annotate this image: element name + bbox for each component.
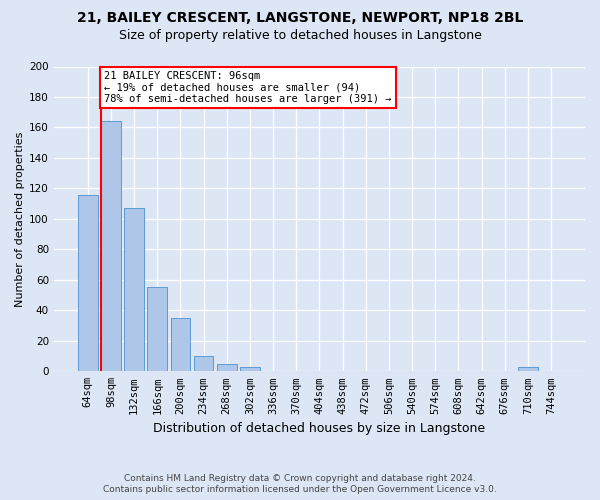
Bar <box>194 356 214 372</box>
Bar <box>518 366 538 372</box>
Bar <box>101 122 121 372</box>
Text: 21, BAILEY CRESCENT, LANGSTONE, NEWPORT, NP18 2BL: 21, BAILEY CRESCENT, LANGSTONE, NEWPORT,… <box>77 12 523 26</box>
Bar <box>148 288 167 372</box>
Text: Contains HM Land Registry data © Crown copyright and database right 2024.
Contai: Contains HM Land Registry data © Crown c… <box>103 474 497 494</box>
Bar <box>78 194 98 372</box>
Bar <box>124 208 144 372</box>
Bar <box>240 366 260 372</box>
Bar <box>170 318 190 372</box>
Y-axis label: Number of detached properties: Number of detached properties <box>15 131 25 306</box>
Text: Size of property relative to detached houses in Langstone: Size of property relative to detached ho… <box>119 29 481 42</box>
Text: 21 BAILEY CRESCENT: 96sqm
← 19% of detached houses are smaller (94)
78% of semi-: 21 BAILEY CRESCENT: 96sqm ← 19% of detac… <box>104 71 391 104</box>
Bar <box>217 364 236 372</box>
X-axis label: Distribution of detached houses by size in Langstone: Distribution of detached houses by size … <box>154 422 485 435</box>
